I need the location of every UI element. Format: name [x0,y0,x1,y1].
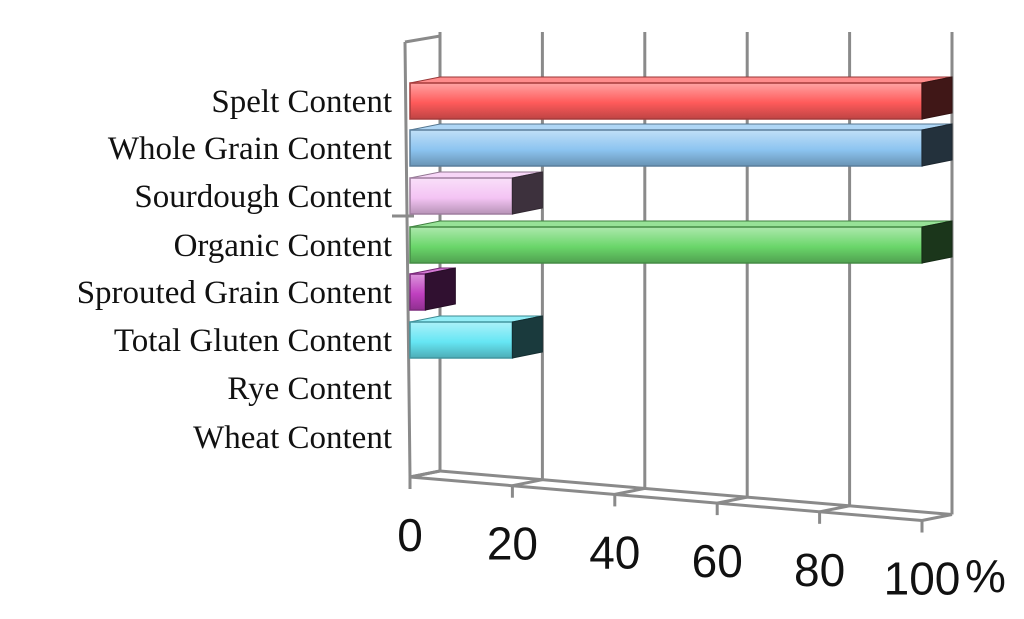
bar-end-face [424,267,456,311]
x-tick-label: 80 [794,544,845,596]
bar [409,315,543,359]
floor-front-edge [409,475,923,523]
bar [409,267,456,311]
bar-top-face [409,220,953,228]
bar-end-face [921,76,953,120]
bar-end-face [921,220,953,264]
bar-front-face [409,273,427,311]
bar-end-face [511,171,543,215]
bars [409,76,953,359]
bar-top-face [409,76,953,84]
bar [409,123,953,167]
bar-top-face [409,123,953,131]
bar-end-face [921,123,953,167]
x-unit-label: % [965,550,1006,602]
x-tick-label: 60 [692,535,743,587]
bar-front-face [409,177,514,215]
bar-end-face [511,315,543,359]
x-tick-label: 0 [397,509,423,561]
category-labels: Spelt Content Whole Grain Content Sourdoug… [77,84,392,456]
bar [409,220,953,264]
category-label: Sprouted Grain Content [77,275,392,311]
floor-back-edge [439,469,953,517]
category-label: Rye Content [227,371,392,407]
category-label: Organic Content [174,228,392,264]
x-tick-label: 100 [884,553,961,605]
category-label: Sourdough Content [134,179,392,215]
bar-front-face [409,129,923,167]
category-label: Total Gluten Content [114,323,392,359]
category-label: Spelt Content [211,84,392,120]
x-tick-label: 40 [589,526,640,578]
bar [409,171,543,215]
left-wall [403,34,442,479]
category-label: Whole Grain Content [108,131,392,167]
bar-front-face [409,321,514,359]
bar [409,76,953,120]
bar-front-face [409,226,923,264]
category-label: Wheat Content [193,420,392,456]
x-tick-label: 20 [487,518,538,570]
x-tick-labels: 0 20 40 60 80 100 [397,509,960,605]
bar-front-face [409,82,923,120]
